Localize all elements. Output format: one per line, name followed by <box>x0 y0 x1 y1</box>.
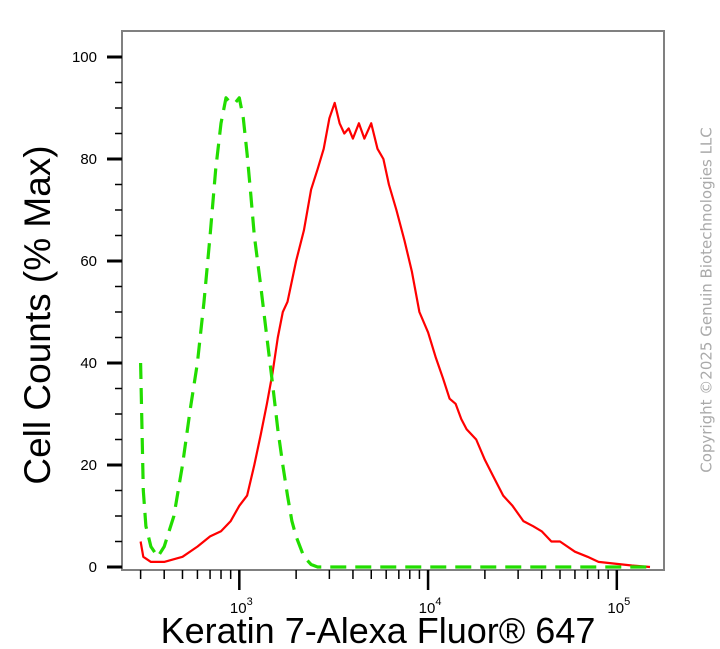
y-tick-labels: 0 20 40 60 80 100 <box>72 49 97 576</box>
axis-layer <box>107 55 619 590</box>
plot-frame <box>121 30 665 571</box>
y-tick-label: 20 <box>80 457 97 474</box>
y-tick-label: 0 <box>89 559 97 576</box>
series-line-1 <box>139 96 650 569</box>
copyright-watermark: Copyright ©2025 Genuin Biotechnologies L… <box>698 127 716 473</box>
series-line-0 <box>139 101 651 569</box>
x-axis-label: Keratin 7-Alexa Fluor® 647 <box>161 610 596 649</box>
y-axis-label: Cell Counts (% Max) <box>17 145 58 484</box>
y-tick-label: 40 <box>80 355 97 372</box>
y-tick-label: 60 <box>80 253 97 270</box>
y-tick-label: 80 <box>80 151 97 168</box>
series-layer <box>139 96 651 569</box>
y-tick-label: 100 <box>72 49 97 66</box>
x-tick-label: 105 <box>607 596 630 617</box>
